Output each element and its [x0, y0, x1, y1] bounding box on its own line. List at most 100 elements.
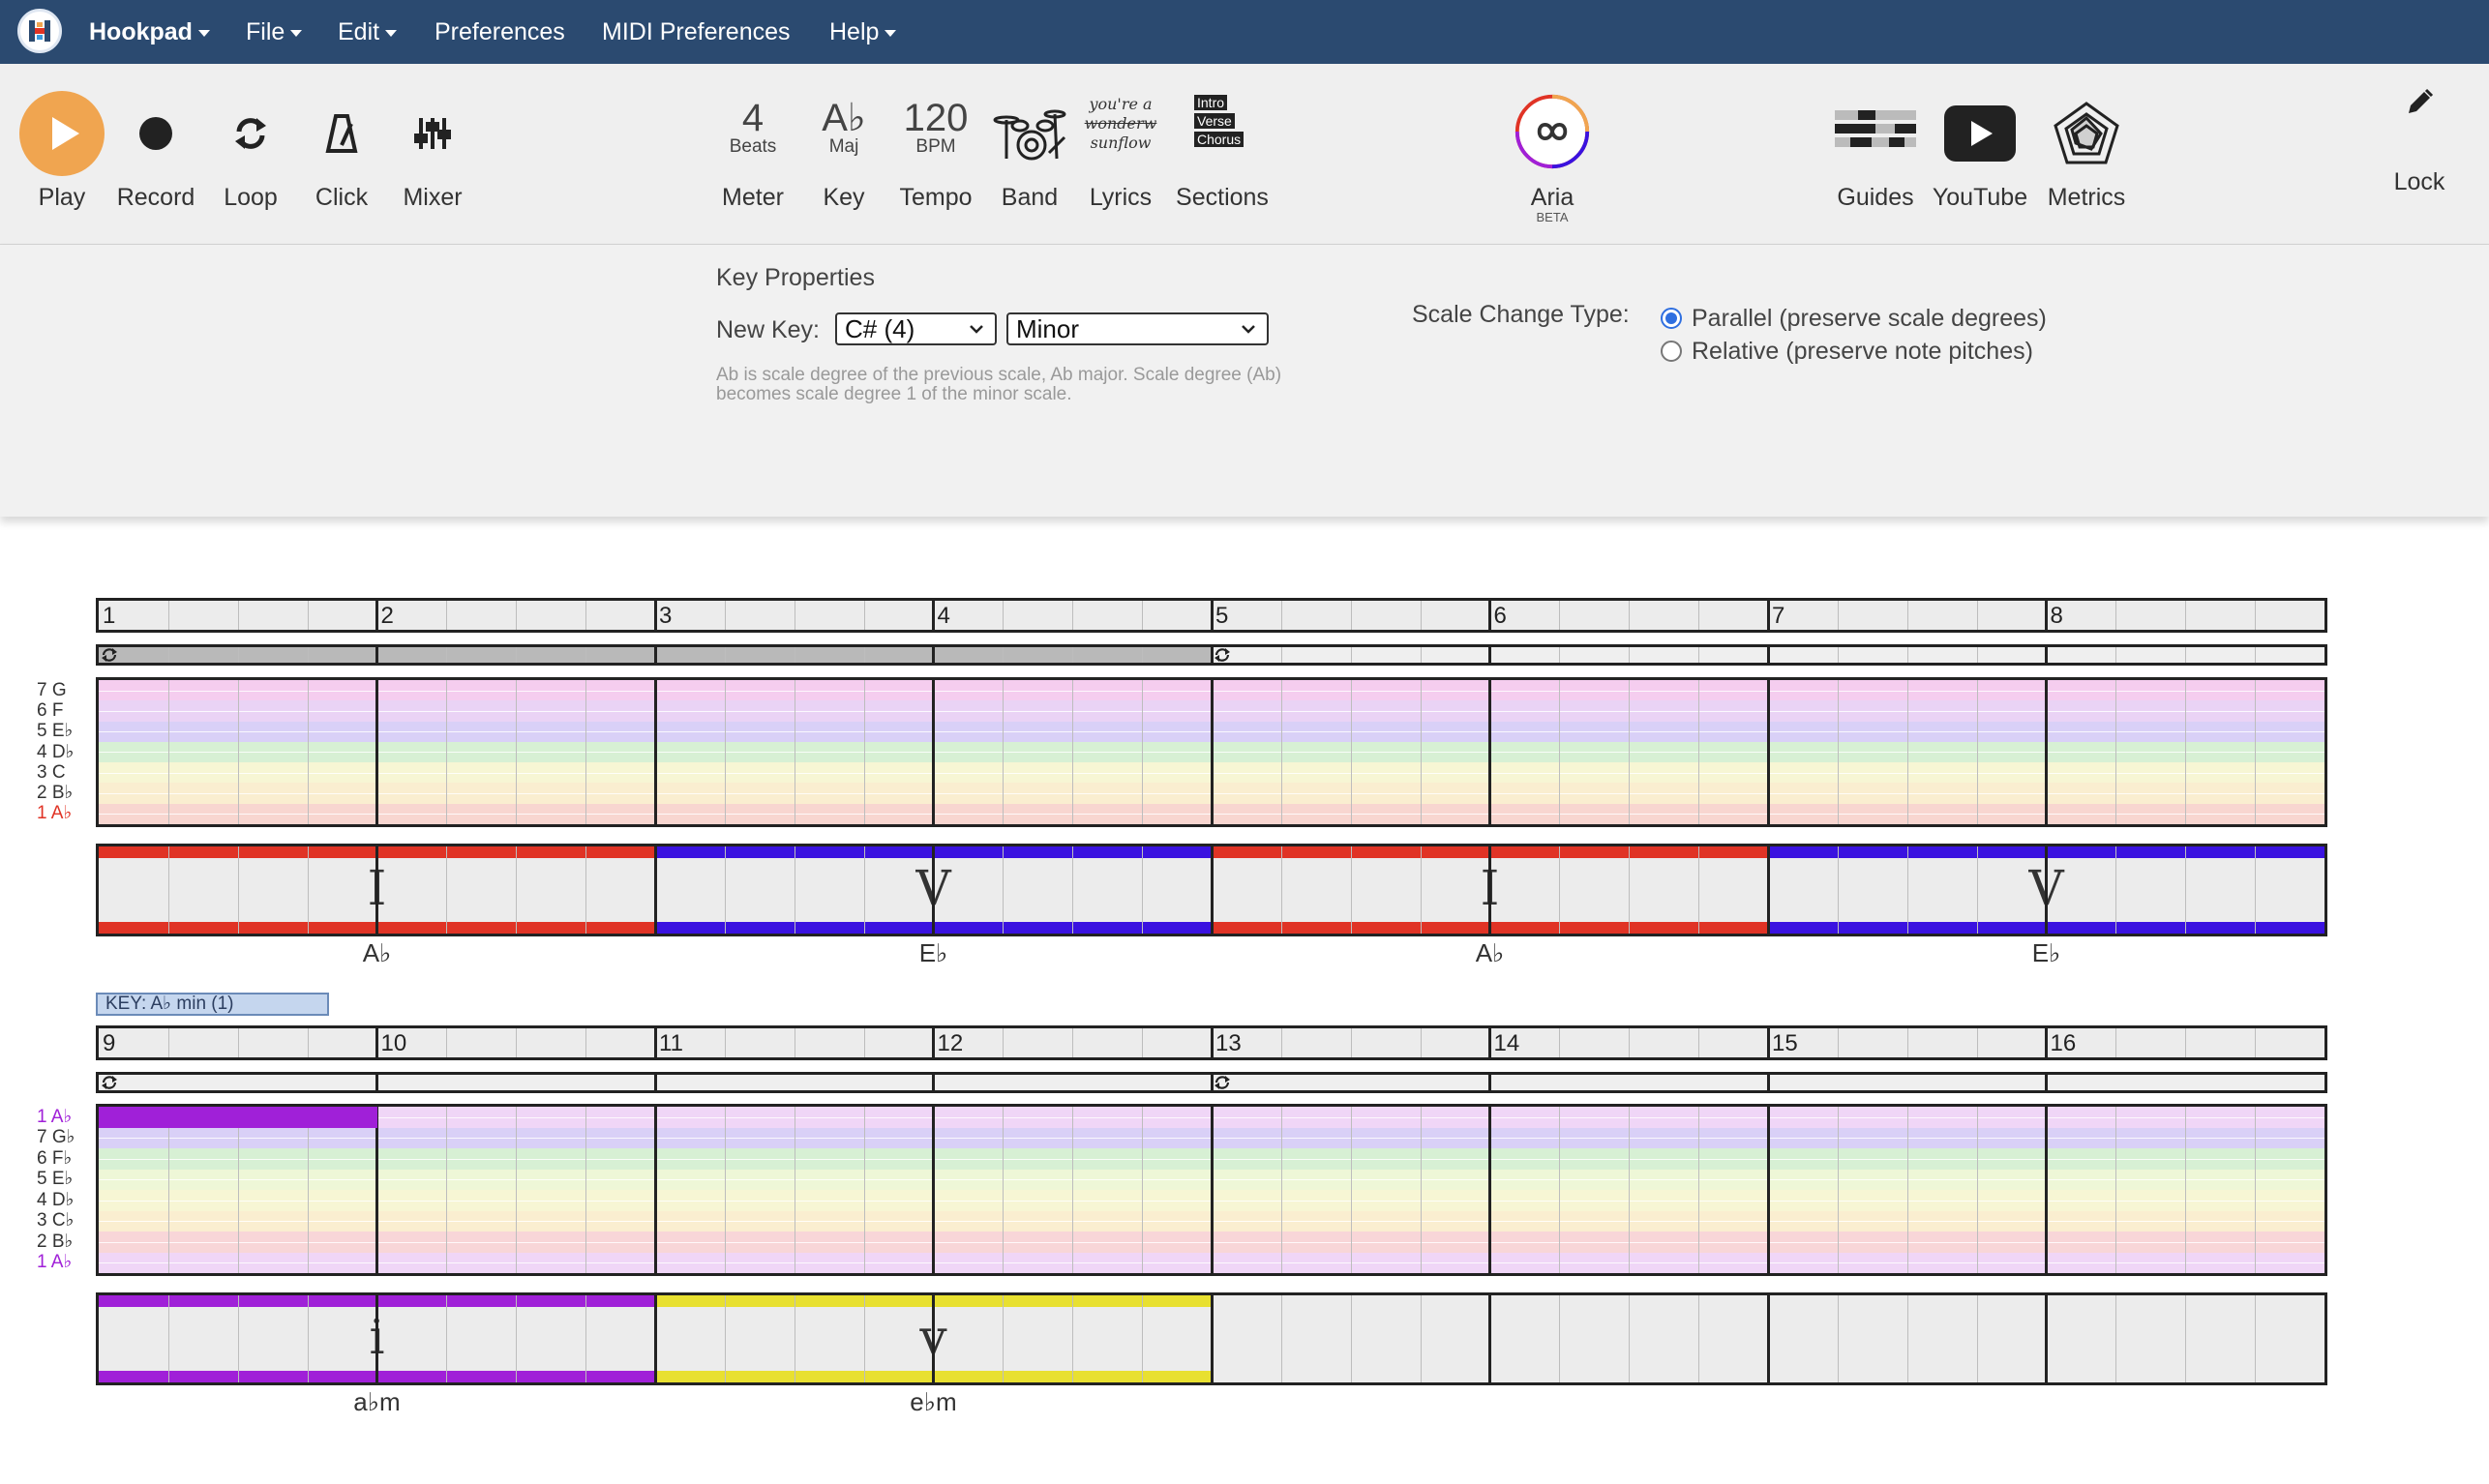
beat-line	[1280, 1295, 1282, 1382]
key-change-tag[interactable]: KEY: A♭ min (1)	[96, 993, 329, 1016]
beat-line	[585, 1107, 587, 1273]
measure-ruler-1[interactable]: 1 2 3 4 5 6 7 8	[96, 598, 2327, 633]
chord-name-label: A♭	[1475, 938, 1505, 967]
beat-line	[1698, 601, 1700, 630]
beat-line	[2255, 1295, 2257, 1382]
tempo-button[interactable]: 120 BPM Tempo	[897, 64, 975, 244]
beat-line	[724, 647, 726, 663]
record-button[interactable]: Record	[117, 64, 195, 244]
parallel-radio-label: Parallel (preserve scale degrees)	[1692, 305, 2047, 332]
beat-line	[1837, 647, 1839, 663]
chord-track-1[interactable]: IVIV	[96, 844, 2327, 936]
piano-roll-1[interactable]	[96, 677, 2327, 827]
lock-button[interactable]: Lock	[2381, 64, 2458, 244]
beat-line	[516, 647, 518, 663]
beat-line	[1420, 1107, 1422, 1273]
loop-icon[interactable]	[1214, 1075, 1231, 1095]
bar-line	[653, 601, 657, 630]
bar-line	[1766, 846, 1770, 934]
beat-line	[446, 1028, 448, 1057]
mixer-button[interactable]: Mixer	[399, 64, 466, 244]
key-sub: Maj	[828, 136, 859, 157]
meter-sub: Beats	[729, 136, 777, 157]
youtube-button[interactable]: YouTube	[1933, 64, 2027, 244]
beat-line	[585, 601, 587, 630]
measure-number: 13	[1215, 1030, 1242, 1056]
scale-degree-label: 2 B♭	[37, 783, 74, 804]
parallel-radio-option[interactable]: Parallel (preserve scale degrees)	[1661, 305, 2047, 333]
loop-strip-2[interactable]	[96, 1072, 2327, 1093]
parallel-radio[interactable]	[1661, 308, 1682, 329]
bar-line	[1488, 1295, 1491, 1382]
beat-line	[1003, 1028, 1005, 1057]
beat-line	[1698, 647, 1700, 663]
beat-line	[1837, 1295, 1839, 1382]
key-select[interactable]: C# (4)	[835, 312, 997, 345]
measure-number: 16	[2050, 1030, 2077, 1056]
loop-strip-1[interactable]	[96, 644, 2327, 666]
beat-line	[1420, 846, 1422, 934]
bar-line	[653, 1107, 657, 1273]
beat-line	[1420, 680, 1422, 824]
mode-select[interactable]: Minor	[1006, 312, 1269, 345]
menu-bar: Hookpad File Edit Preferences MIDI Prefe…	[0, 0, 2489, 64]
beat-line	[2255, 1028, 2257, 1057]
hookpad-logo-icon[interactable]	[17, 9, 62, 53]
beat-line	[1629, 1295, 1631, 1382]
relative-radio[interactable]	[1661, 341, 1682, 362]
bar-line	[1210, 680, 1214, 824]
bar-line	[932, 680, 935, 824]
bar-line	[932, 1107, 935, 1273]
chord-track-2[interactable]: iv	[96, 1292, 2327, 1385]
guides-button[interactable]: Guides	[1833, 64, 1918, 244]
guides-icon	[1833, 87, 1918, 180]
melody-note[interactable]	[99, 1107, 377, 1128]
key-value: A♭	[822, 97, 866, 139]
beat-line	[1420, 647, 1422, 663]
bar-line	[375, 680, 378, 824]
beat-line	[1142, 1107, 1144, 1273]
beat-line	[1420, 1295, 1422, 1382]
scale-degree-label: 5 E♭	[37, 1169, 74, 1190]
beat-line	[1142, 601, 1144, 630]
menu-file[interactable]: File	[246, 0, 303, 64]
loop-button[interactable]: Loop	[217, 64, 285, 244]
bar-line	[653, 680, 657, 824]
metrics-button[interactable]: Metrics	[2048, 64, 2125, 244]
key-button[interactable]: A♭ Maj Key	[805, 64, 883, 244]
bar-line	[1766, 647, 1770, 663]
measure-number: 14	[1493, 1030, 1520, 1056]
bar-line	[1766, 680, 1770, 824]
band-button[interactable]: Band	[991, 64, 1068, 244]
piano-roll-2[interactable]	[96, 1104, 2327, 1276]
lyrics-button[interactable]: you're a wonderw sunflow Lyrics	[1082, 64, 1159, 244]
aria-icon	[1514, 93, 1591, 170]
beat-line	[1072, 846, 1074, 934]
click-button[interactable]: Click	[308, 64, 375, 244]
menu-help[interactable]: Help	[829, 0, 897, 64]
chevron-down-icon	[885, 29, 897, 37]
menu-edit[interactable]: Edit	[338, 0, 398, 64]
beat-line	[516, 1295, 518, 1382]
beat-line	[237, 846, 239, 934]
play-button[interactable]: Play	[18, 64, 105, 244]
sections-button[interactable]: Intro Verse Chorus Sections	[1176, 64, 1269, 244]
beat-line	[2185, 1295, 2187, 1382]
beat-line	[585, 680, 587, 824]
beat-line	[2115, 1028, 2117, 1057]
menu-midi-preferences[interactable]: MIDI Preferences	[602, 0, 791, 64]
relative-radio-option[interactable]: Relative (preserve note pitches)	[1661, 338, 2033, 366]
measure-ruler-2[interactable]: 9 10 11 12 13 14 15 16	[96, 1025, 2327, 1060]
menu-preferences[interactable]: Preferences	[435, 0, 565, 64]
bar-line	[2045, 680, 2048, 824]
beat-line	[2185, 647, 2187, 663]
aria-button[interactable]: Aria BETA	[1514, 64, 1591, 244]
meter-button[interactable]: 4 Beats Meter	[714, 64, 792, 244]
loop-icon[interactable]	[1214, 647, 1231, 668]
beat-line	[446, 601, 448, 630]
bar-line	[2045, 601, 2048, 630]
loop-icon[interactable]	[101, 647, 118, 668]
scale-degree-label: 3 C	[37, 761, 66, 783]
loop-icon[interactable]	[101, 1075, 118, 1095]
menu-hookpad[interactable]: Hookpad	[89, 0, 210, 64]
